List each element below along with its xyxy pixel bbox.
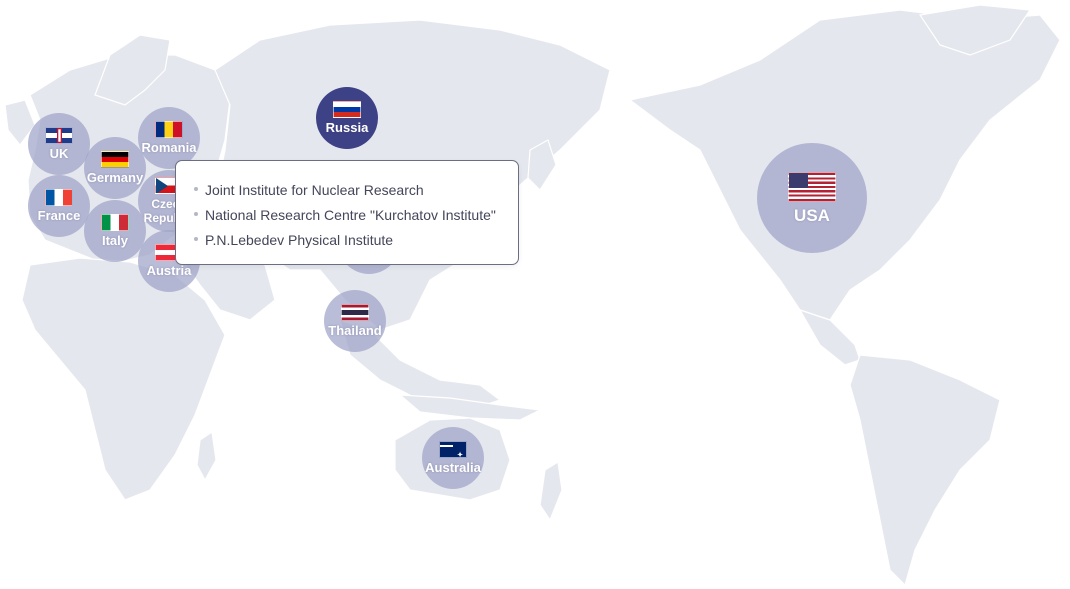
- land-indonesia: [398, 394, 543, 421]
- country-label: Germany: [86, 170, 144, 185]
- institute-name: P.N.Lebedev Physical Institute: [205, 232, 394, 248]
- land-greenland: [918, 4, 1032, 56]
- country-marker-germany[interactable]: Germany: [84, 137, 146, 199]
- country-marker-italy[interactable]: Italy: [84, 200, 146, 262]
- italy-flag-icon: [101, 214, 129, 231]
- uk-flag-icon: [45, 127, 73, 144]
- country-marker-romania[interactable]: Romania: [138, 107, 200, 169]
- usa-flag-icon: [788, 171, 836, 202]
- land-new-zealand: [539, 461, 563, 522]
- country-marker-france[interactable]: France: [28, 175, 90, 237]
- france-flag-icon: [45, 189, 73, 206]
- country-label: Italy: [101, 233, 128, 248]
- institute-name: Joint Institute for Nuclear Research: [205, 182, 424, 198]
- romania-flag-icon: [155, 121, 183, 138]
- country-label: UK: [49, 146, 69, 161]
- country-label: Thailand: [328, 323, 382, 338]
- land-japan: [527, 139, 557, 191]
- land-se-asia: [339, 319, 502, 411]
- russia-flag-icon: [333, 101, 361, 118]
- list-item: National Research Centre "Kurchatov Inst…: [194, 203, 518, 228]
- country-marker-usa[interactable]: USA: [757, 143, 867, 253]
- land-madagascar: [196, 430, 217, 482]
- institutes-list: Joint Institute for Nuclear Research Nat…: [194, 178, 518, 253]
- australia-flag-icon: [439, 441, 467, 458]
- bullet-icon: [194, 212, 198, 217]
- country-marker-thailand[interactable]: Thailand: [324, 290, 386, 352]
- thailand-flag-icon: [341, 304, 369, 321]
- land-britain: [4, 99, 36, 146]
- country-marker-uk[interactable]: UK: [28, 113, 90, 175]
- country-label: Austria: [146, 263, 192, 278]
- country-label: Russia: [325, 120, 369, 135]
- list-item: P.N.Lebedev Physical Institute: [194, 228, 518, 253]
- country-label: Australia: [425, 460, 481, 475]
- country-label: Romania: [141, 140, 197, 155]
- land-south-america: [849, 354, 1001, 587]
- institute-name: National Research Centre "Kurchatov Inst…: [205, 207, 496, 223]
- land-scandinavia: [94, 34, 171, 106]
- bullet-icon: [194, 187, 198, 192]
- institutes-tooltip: Joint Institute for Nuclear Research Nat…: [175, 160, 519, 265]
- country-label: France: [37, 208, 81, 223]
- country-label: USA: [794, 205, 830, 225]
- country-marker-australia[interactable]: Australia: [422, 427, 484, 489]
- country-marker-russia[interactable]: Russia: [316, 87, 378, 149]
- list-item: Joint Institute for Nuclear Research: [194, 178, 518, 203]
- bullet-icon: [194, 237, 198, 242]
- germany-flag-icon: [101, 151, 129, 168]
- land-africa: [21, 257, 226, 501]
